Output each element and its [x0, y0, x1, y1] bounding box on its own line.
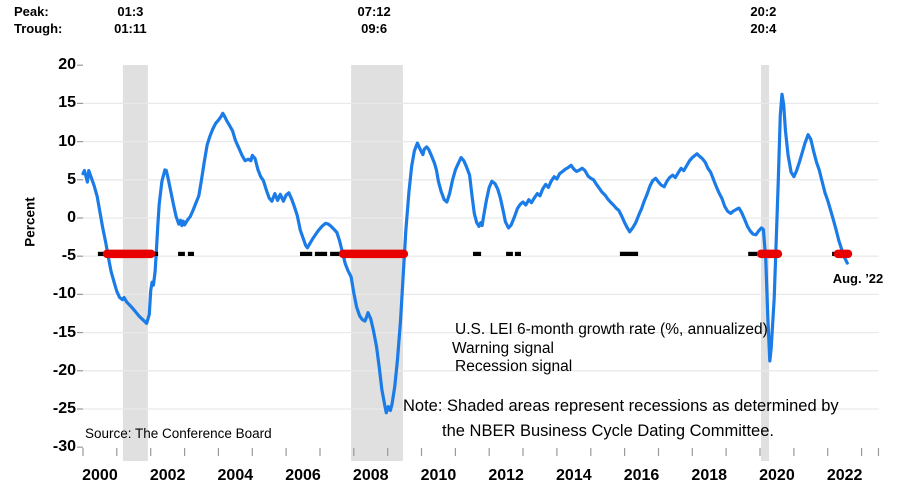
- x-tick-label: 2010: [420, 467, 457, 484]
- y-tick-label: 5: [67, 170, 76, 188]
- y-tick-label: -10: [52, 285, 76, 303]
- trough-date-label: 01:11: [114, 21, 147, 36]
- y-tick-label: 10: [58, 132, 76, 150]
- trough-date-label: 09:6: [361, 21, 388, 36]
- y-tick-label: 15: [58, 94, 76, 112]
- nber-note-line2: the NBER Business Cycle Dating Committee…: [442, 422, 774, 440]
- red-line-swatch-icon: [409, 363, 446, 371]
- x-tick-label: 2018: [691, 467, 728, 484]
- x-tick-label: 2000: [82, 467, 118, 484]
- x-tick-label: 2014: [556, 467, 592, 484]
- x-tick-label: 2016: [623, 467, 660, 484]
- y-tick-label: 20: [58, 56, 76, 74]
- black-line-swatch-icon: [409, 347, 443, 351]
- x-tick-label: 2020: [759, 467, 795, 484]
- nber-note-line1: Note: Shaded areas represent recessions …: [403, 397, 839, 415]
- peak-date-label: 07:12: [357, 4, 391, 19]
- y-tick-label: -15: [52, 323, 76, 341]
- y-tick-label: -30: [52, 438, 76, 456]
- lei-growth-line: [81, 92, 849, 415]
- recession-band: [122, 65, 148, 461]
- legend-label-recession: Recession signal: [455, 358, 573, 375]
- blue-line-swatch-icon: [409, 329, 446, 332]
- latest-point-label: Aug. ’22: [832, 271, 884, 286]
- x-tick-label: 2008: [352, 467, 389, 484]
- legend-item-recession: Recession signal: [409, 358, 572, 376]
- x-tick-label: 2022: [826, 467, 863, 484]
- x-tick-label: 2012: [488, 467, 524, 484]
- y-tick-label: -20: [52, 361, 76, 379]
- legend-item-warning: Warning signal: [409, 340, 554, 358]
- x-tick-label: 2006: [285, 467, 321, 484]
- peak-date-label: 20:2: [750, 4, 777, 19]
- y-axis-title: Percent: [22, 197, 38, 247]
- trough-row-label: Trough:: [14, 21, 63, 36]
- x-tick-label: 2002: [149, 467, 186, 484]
- recession-band: [351, 65, 403, 461]
- legend-label-lei: U.S. LEI 6-month growth rate (%, annuali…: [455, 321, 768, 338]
- nber-note: Note: Shaded areas represent recessions …: [403, 394, 839, 444]
- y-tick-label: -25: [52, 400, 76, 417]
- y-tick-label: -5: [61, 247, 76, 265]
- peak-date-label: 01:3: [117, 4, 144, 19]
- x-tick-label: 2004: [217, 467, 254, 484]
- trough-date-label: 20:4: [750, 21, 777, 36]
- legend-item-lei: U.S. LEI 6-month growth rate (%, annuali…: [409, 321, 768, 339]
- y-tick-label: 0: [67, 209, 76, 226]
- source-attribution: Source: The Conference Board: [85, 426, 272, 441]
- peak-row-label: Peak:: [14, 4, 49, 19]
- legend-label-warning: Warning signal: [452, 340, 554, 357]
